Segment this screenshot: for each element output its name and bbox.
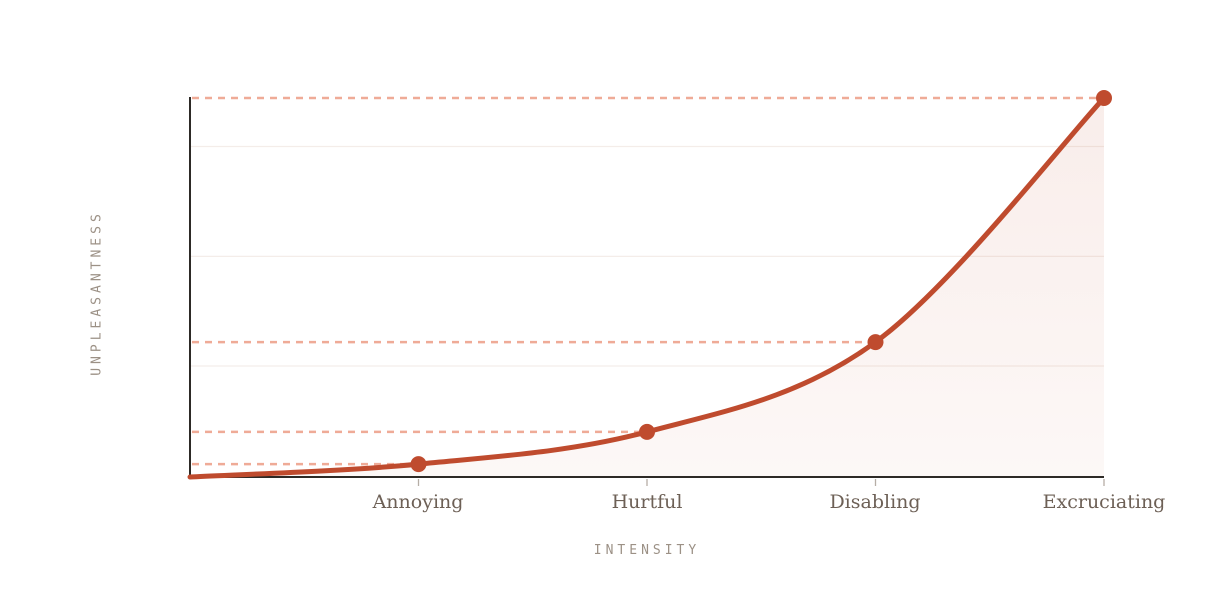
x-tick-label-annoying: Annoying [372, 491, 464, 513]
data-point [639, 423, 655, 440]
data-point [1096, 90, 1112, 106]
data-point [410, 456, 427, 473]
y-axis-label: UNPLEASANTNESS [89, 210, 105, 376]
data-point [867, 334, 884, 351]
x-tick-label-disabling: Disabling [829, 491, 921, 513]
area-fill [190, 98, 1104, 477]
x-tick-label-hurtful: Hurtful [611, 491, 683, 513]
x-tick-label-excruciating: Excruciating [1042, 491, 1166, 513]
x-axis-label: INTENSITY [593, 543, 701, 558]
